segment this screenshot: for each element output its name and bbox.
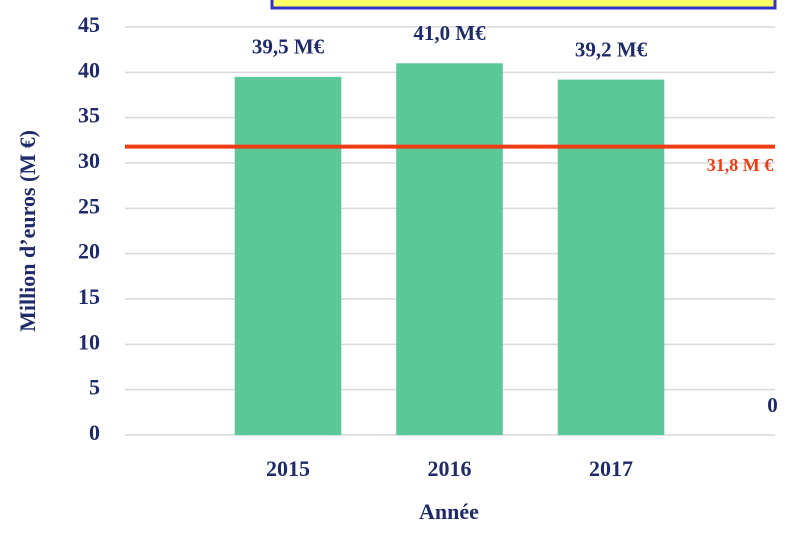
reference-label: 31,8 M €: [707, 155, 774, 175]
x-tick-label: 2015: [266, 456, 310, 481]
data-label: 41,0 M€: [413, 21, 486, 45]
y-tick-label: 5: [89, 375, 100, 400]
y-tick-label: 15: [78, 284, 100, 309]
x-axis-title: Année: [419, 499, 479, 524]
y-tick-label: 30: [78, 148, 100, 173]
data-label: 39,5 M€: [252, 35, 325, 59]
x-tick-label: 2016: [428, 456, 472, 481]
y-axis-title: Million d’euros (M €): [15, 130, 40, 332]
y-tick-label: 10: [78, 329, 100, 354]
bar: [557, 79, 665, 435]
y-tick-label: 40: [78, 57, 100, 82]
x-tick-label: 2017: [589, 456, 633, 481]
y-tick-label: 25: [78, 193, 100, 218]
y-tick-label: 0: [89, 420, 100, 445]
data-label: 0: [767, 393, 778, 417]
title-box: [270, 0, 777, 10]
y-tick-label: 35: [78, 103, 100, 128]
bar: [396, 63, 503, 436]
y-tick-label: 45: [78, 12, 100, 37]
y-tick-label: 20: [78, 239, 100, 264]
data-label: 39,2 M€: [575, 37, 648, 61]
bar: [234, 76, 342, 435]
